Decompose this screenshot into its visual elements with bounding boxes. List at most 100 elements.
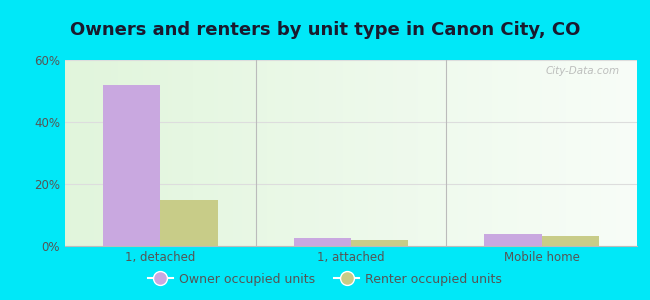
Bar (479, 60, 480, 246)
Bar (460, 60, 461, 246)
Bar (614, 60, 616, 246)
Bar (482, 60, 484, 246)
Bar (473, 60, 475, 246)
Bar (332, 60, 334, 246)
Bar (185, 60, 187, 246)
Bar (441, 60, 443, 246)
Bar (580, 60, 582, 246)
Bar (437, 60, 439, 246)
Bar (396, 60, 398, 246)
Bar (77, 60, 79, 246)
Bar (366, 60, 368, 246)
Bar (612, 60, 614, 246)
Bar (143, 60, 145, 246)
Bar (225, 60, 227, 246)
Bar (586, 60, 588, 246)
Bar (218, 60, 220, 246)
Bar (429, 60, 431, 246)
Bar (149, 60, 151, 246)
Bar (304, 60, 306, 246)
Bar (391, 60, 393, 246)
Bar (130, 60, 132, 246)
Bar (177, 60, 179, 246)
Bar (603, 60, 605, 246)
Bar (595, 60, 597, 246)
Bar (380, 60, 382, 246)
Bar (376, 60, 378, 246)
Bar (423, 60, 425, 246)
Bar (181, 60, 183, 246)
Bar (384, 60, 385, 246)
Bar (141, 60, 143, 246)
Bar (237, 60, 239, 246)
Bar (183, 60, 185, 246)
Bar (96, 60, 98, 246)
Bar (506, 60, 508, 246)
Bar (298, 60, 300, 246)
Bar (341, 60, 343, 246)
Bar (412, 60, 414, 246)
Bar (540, 60, 541, 246)
Bar (418, 60, 420, 246)
Bar (525, 60, 527, 246)
Bar (318, 60, 320, 246)
Bar (601, 60, 603, 246)
Bar (393, 60, 395, 246)
Bar (161, 200, 218, 246)
Bar (475, 60, 477, 246)
Bar (553, 60, 555, 246)
Bar (206, 60, 208, 246)
Bar (252, 60, 254, 246)
Bar (259, 60, 261, 246)
Bar (431, 60, 433, 246)
Bar (559, 60, 561, 246)
Bar (452, 60, 454, 246)
Bar (202, 60, 204, 246)
Bar (114, 60, 116, 246)
Bar (161, 60, 162, 246)
Bar (414, 60, 416, 246)
Bar (471, 60, 473, 246)
Bar (275, 60, 277, 246)
Bar (65, 60, 67, 246)
Bar (343, 60, 345, 246)
Bar (519, 60, 521, 246)
Bar (627, 60, 629, 246)
Bar (240, 60, 242, 246)
Bar (118, 60, 120, 246)
Bar (541, 236, 599, 246)
Bar (480, 60, 482, 246)
Bar (454, 60, 456, 246)
Text: City-Data.com: City-Data.com (546, 66, 620, 76)
Bar (208, 60, 210, 246)
Bar (610, 60, 612, 246)
Bar (124, 60, 126, 246)
Bar (351, 240, 408, 246)
Bar (229, 60, 231, 246)
Bar (254, 60, 255, 246)
Bar (551, 60, 553, 246)
Bar (378, 60, 380, 246)
Bar (159, 60, 161, 246)
Bar (255, 60, 257, 246)
Bar (382, 60, 383, 246)
Bar (450, 60, 452, 246)
Bar (84, 60, 86, 246)
Bar (145, 60, 147, 246)
Bar (623, 60, 625, 246)
Bar (486, 60, 488, 246)
Bar (357, 60, 359, 246)
Bar (151, 60, 153, 246)
Bar (193, 60, 194, 246)
Bar (416, 60, 418, 246)
Bar (445, 60, 447, 246)
Bar (477, 60, 479, 246)
Bar (576, 60, 578, 246)
Bar (246, 60, 248, 246)
Bar (90, 60, 92, 246)
Bar (286, 60, 288, 246)
Bar (189, 60, 191, 246)
Bar (75, 60, 77, 246)
Bar (73, 60, 75, 246)
Bar (566, 60, 568, 246)
